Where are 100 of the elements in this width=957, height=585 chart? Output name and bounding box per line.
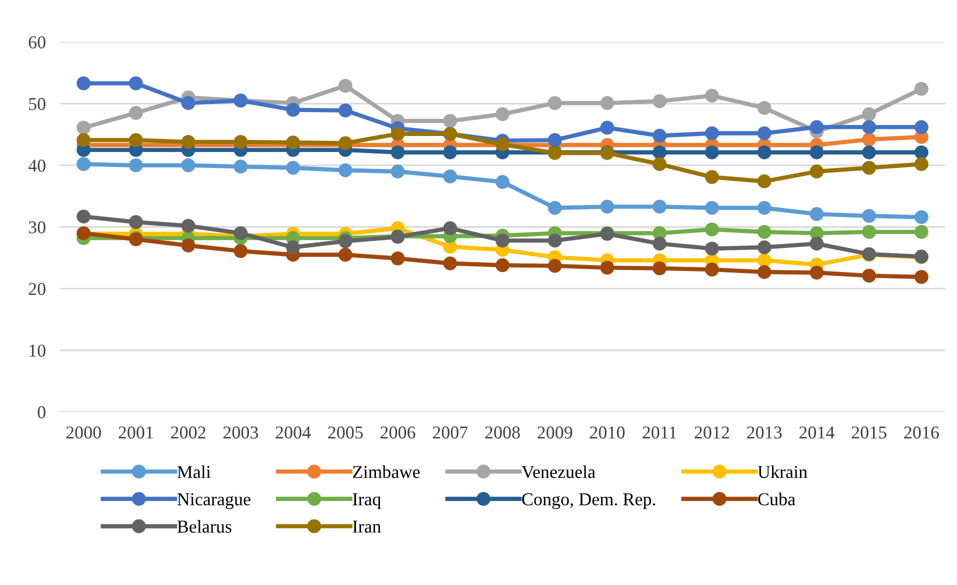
x-tick-label: 2004: [276, 426, 311, 439]
point: [443, 221, 458, 236]
point: [390, 164, 405, 178]
x-tick-label: 2002: [171, 426, 206, 439]
point: [652, 128, 667, 143]
x-tick-label: 2001: [118, 426, 153, 439]
point: [705, 88, 719, 103]
point: [128, 215, 143, 230]
x-tick-label: 2016: [904, 426, 939, 439]
point: [705, 200, 719, 215]
point: [128, 76, 143, 90]
point: [286, 136, 300, 150]
point: [914, 270, 928, 284]
point: [443, 145, 458, 160]
point: [181, 238, 196, 252]
point: [862, 160, 876, 175]
point: [757, 145, 772, 160]
x-tick-label: 2014: [799, 426, 834, 439]
point: [652, 94, 667, 108]
point: [286, 160, 300, 175]
point: [443, 256, 458, 270]
point: [234, 226, 248, 240]
legend-label: Nicarague: [177, 493, 250, 510]
point: [705, 242, 719, 256]
point: [652, 236, 667, 251]
x-tick-label: 2015: [852, 426, 886, 439]
point: [443, 114, 458, 128]
point: [705, 170, 719, 184]
point: [810, 120, 824, 134]
y-tick-label: 40: [28, 160, 46, 172]
legend-label: Ukrain: [758, 465, 808, 478]
point: [652, 261, 667, 276]
point: [496, 107, 510, 122]
point: [234, 160, 248, 174]
point: [390, 145, 405, 160]
x-tick-label: 2007: [432, 426, 468, 439]
point: [548, 258, 562, 273]
x-tick-label: 2011: [642, 426, 676, 439]
x-tick-label: 2005: [328, 426, 363, 439]
point: [757, 200, 772, 215]
point: [548, 234, 562, 248]
x-tick-label: 2000: [66, 426, 101, 439]
point: [390, 126, 405, 141]
legend-label: Belarus: [177, 520, 232, 533]
y-tick-label: 0: [38, 406, 46, 418]
point: [810, 145, 824, 160]
point: [862, 120, 876, 134]
y-tick-label: 30: [28, 221, 46, 234]
point: [548, 96, 562, 110]
point: [496, 175, 510, 189]
point: [914, 145, 928, 160]
point: [286, 102, 300, 117]
legend-label: Venezuela: [522, 465, 596, 478]
x-tick-label: 2008: [485, 426, 520, 439]
point: [76, 157, 91, 172]
x-tick-label: 2009: [538, 426, 572, 439]
point: [600, 120, 614, 135]
point: [652, 200, 667, 214]
point: [705, 222, 719, 236]
point: [757, 174, 772, 188]
x-tick-label: 2013: [747, 426, 782, 439]
point: [705, 126, 719, 140]
point: [181, 158, 196, 172]
point: [652, 145, 667, 160]
point: [600, 200, 614, 214]
point: [914, 210, 928, 224]
y-tick-label: 60: [28, 36, 46, 48]
point: [810, 207, 824, 221]
point: [548, 133, 562, 147]
point: [914, 224, 928, 239]
point: [810, 236, 824, 251]
y-tick-label: 50: [29, 98, 46, 110]
point: [600, 260, 614, 275]
x-tick-label: 2012: [694, 426, 730, 439]
point: [862, 208, 876, 223]
point: [390, 252, 405, 266]
point: [810, 164, 824, 178]
point: [757, 101, 772, 115]
point: [757, 265, 772, 279]
legend-label: Iraq: [352, 493, 381, 510]
point: [757, 126, 772, 140]
point: [181, 96, 196, 110]
point: [496, 234, 510, 248]
point: [652, 157, 667, 172]
x-tick-label: 2006: [380, 426, 416, 439]
legend-label: Zimbawe: [352, 465, 420, 478]
point: [862, 107, 876, 122]
point: [234, 244, 248, 258]
point: [128, 133, 143, 147]
point: [862, 268, 876, 283]
legend-label: Congo, Dem. Rep.: [522, 493, 656, 510]
point: [548, 200, 562, 215]
x-tick-label: 2003: [223, 426, 258, 439]
point: [757, 240, 772, 254]
point: [757, 224, 772, 239]
point: [128, 158, 143, 172]
point: [810, 266, 824, 280]
legend-label: Mali: [177, 465, 211, 478]
point: [496, 258, 510, 272]
x-tick-label: 2010: [590, 426, 625, 439]
